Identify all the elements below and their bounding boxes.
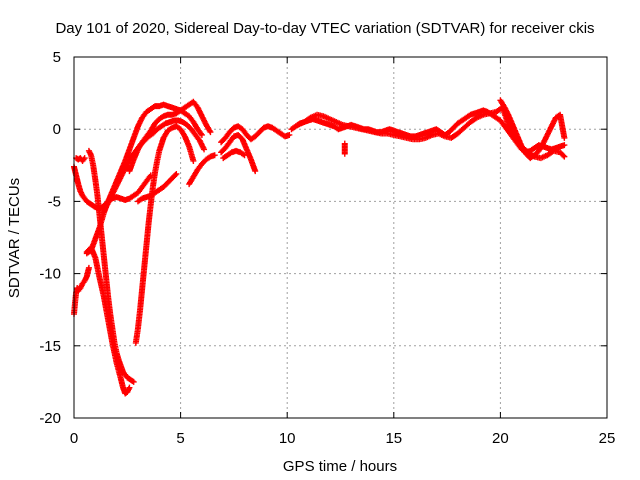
data-point-markers (220, 147, 248, 162)
x-tick-label: 5 (176, 430, 184, 447)
data-point-markers (186, 152, 218, 188)
y-tick-label: -5 (48, 193, 61, 210)
series-arc-18 (341, 140, 348, 157)
data-point-markers (218, 131, 259, 175)
series-arc-14 (220, 147, 248, 162)
y-tick-label: -10 (39, 266, 61, 283)
data-points (71, 97, 568, 397)
x-tick-labels: 0 5 10 15 20 25 (70, 430, 616, 447)
series-arc-8 (102, 117, 208, 211)
data-point-markers (102, 117, 208, 211)
data-point-markers (134, 170, 180, 205)
axis-ticks (73, 56, 608, 419)
y-tick-label: 0 (53, 121, 61, 138)
x-tick-label: 0 (70, 430, 78, 447)
y-axis-label: SDTVAR / TECUs (6, 178, 23, 298)
series-arc-13 (218, 131, 259, 175)
series-arc-11 (186, 152, 218, 188)
series-arc-12 (218, 123, 293, 146)
y-tick-labels: 5 0 -5 -10 -15 -20 (39, 49, 61, 427)
x-tick-label: 25 (599, 430, 616, 447)
x-tick-label: 15 (385, 430, 402, 447)
x-axis-label: GPS time / hours (283, 458, 397, 475)
plot-frame (73, 56, 608, 419)
series-arc-17 (497, 97, 568, 162)
data-point-markers (218, 123, 293, 146)
data-point-markers (73, 155, 88, 164)
series-arc-9 (132, 123, 197, 346)
y-tick-label: -20 (39, 410, 61, 427)
x-tick-label: 20 (492, 430, 509, 447)
data-point-markers (132, 123, 197, 346)
y-tick-label: 5 (53, 49, 61, 66)
series-arc-3 (73, 155, 88, 164)
y-tick-label: -15 (39, 338, 61, 355)
chart-title: Day 101 of 2020, Sidereal Day-to-day VTE… (55, 20, 594, 37)
series-arc-10 (134, 170, 180, 205)
x-tick-label: 10 (279, 430, 296, 447)
data-point-markers (341, 140, 348, 157)
data-point-markers (497, 97, 568, 162)
grid-lines (74, 57, 607, 418)
